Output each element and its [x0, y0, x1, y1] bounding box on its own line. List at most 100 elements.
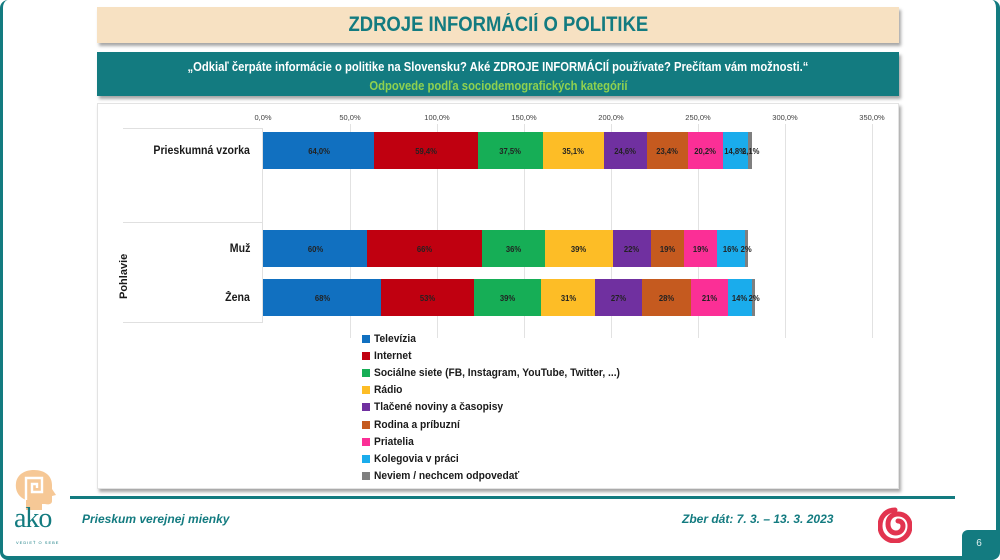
- bar-segment: 28%: [642, 279, 692, 316]
- gridline: [785, 124, 786, 338]
- bar-segment: 66%: [367, 230, 483, 267]
- legend-item: Rádio: [362, 382, 638, 399]
- x-axis-tick-label: 300,0%: [772, 113, 798, 122]
- data-label: 68%: [314, 292, 330, 303]
- bar-segment: 14%: [727, 279, 752, 316]
- data-label: 35,1%: [562, 145, 585, 156]
- category-label-female: Žena: [225, 292, 250, 304]
- legend-label: Tlačené noviny a časopisy: [374, 401, 504, 414]
- legend-item: Priatelia: [362, 433, 638, 450]
- bar-segment: 59,4%: [374, 132, 478, 169]
- legend-item: Neviem / nechcem odpovedať: [362, 468, 638, 485]
- footer-divider: [70, 496, 955, 499]
- logo-tagline: VEDIEŤ O SEBE: [16, 540, 60, 545]
- x-axis-tick-label: 200,0%: [598, 113, 624, 122]
- bar-segment: 36%: [482, 230, 545, 267]
- data-label: 39%: [499, 292, 516, 303]
- legend-item: Internet: [362, 347, 638, 364]
- category-label-male: Muž: [229, 243, 250, 255]
- bar-segment: 2,1%: [742, 132, 759, 169]
- data-label: 36%: [505, 243, 522, 254]
- legend-swatch-icon: [362, 403, 370, 412]
- legend-item: Kolegovia v práci: [362, 450, 638, 467]
- legend-label: Kolegovia v práci: [374, 452, 459, 465]
- bar-segment: 2%: [741, 230, 752, 267]
- chart-area: 0,0% 50,0% 100,0% 150,0% 200,0% 250,0% 300,0% 3…: [97, 103, 899, 489]
- bar-segment: 64,0%: [263, 132, 375, 169]
- legend-label: Sociálne siete (FB, Instagram, YouTube, …: [374, 366, 620, 379]
- bar-segment: 68%: [263, 279, 382, 316]
- bar-row-female: 68% 53% 39% 31% 27% 28% 21% 14% 2%: [263, 279, 759, 316]
- bar-segment: 19%: [650, 230, 685, 267]
- bar-segment: 39%: [544, 230, 613, 267]
- data-label: 31%: [560, 292, 577, 303]
- data-label: 53%: [419, 292, 436, 303]
- legend-swatch-icon: [362, 472, 370, 481]
- legend-swatch-icon: [362, 420, 370, 429]
- data-label: 64,0%: [307, 145, 330, 156]
- bar-segment: 27%: [595, 279, 643, 316]
- data-label: 2%: [741, 243, 753, 254]
- data-label: 19%: [659, 243, 676, 254]
- data-label: 19%: [692, 243, 709, 254]
- bar-segment: 60%: [263, 230, 368, 267]
- group-label-gender: Pohlavie: [118, 253, 130, 299]
- footer-collection-date: Zber dát: 7. 3. – 13. 3. 2023: [682, 512, 834, 526]
- chart-legend: Televízia Internet Sociálne siete (FB, Ins…: [362, 330, 638, 485]
- x-axis-tick-label: 100,0%: [424, 113, 450, 122]
- data-label: 21%: [701, 292, 717, 303]
- bar-segment: 35,1%: [542, 132, 605, 169]
- data-label: 14,8%: [724, 145, 747, 156]
- data-label: 14%: [732, 292, 748, 303]
- legend-swatch-icon: [362, 454, 370, 463]
- category-panel: [123, 128, 263, 323]
- data-label: 59,4%: [415, 145, 437, 156]
- data-label: 39%: [571, 243, 587, 254]
- chart-subtitle: Odpovede podľa sociodemografických kateg…: [368, 79, 628, 93]
- bar-segment: 23,4%: [646, 132, 688, 169]
- data-label: 27%: [611, 292, 627, 303]
- legend-swatch-icon: [362, 334, 370, 343]
- legend-label: Televízia: [374, 332, 416, 345]
- x-axis-tick-label: 0,0%: [254, 113, 272, 122]
- category-divider: [123, 222, 263, 223]
- data-label: 2%: [748, 292, 760, 303]
- legend-swatch-icon: [362, 437, 370, 446]
- legend-swatch-icon: [362, 368, 370, 377]
- legend-label: Priatelia: [374, 435, 414, 448]
- bar-segment: 20,2%: [687, 132, 723, 169]
- x-axis-tick-label: 50,0%: [339, 113, 361, 122]
- category-label-sample: Prieskumná vzorka: [153, 145, 250, 157]
- x-axis-tick-label: 150,0%: [511, 113, 537, 122]
- legend-label: Rádio: [374, 384, 403, 397]
- footer-survey-label: Prieskum verejnej mienky: [82, 512, 230, 526]
- data-label: 37,5%: [499, 145, 522, 156]
- ako-logo: ako VEDIEŤ O SEBE: [12, 470, 72, 552]
- bar-segment: 53%: [381, 279, 474, 316]
- legend-swatch-icon: [362, 351, 370, 360]
- data-label: 22%: [624, 243, 640, 254]
- logo-wordmark: ako: [14, 503, 52, 534]
- survey-question: „Odkiaľ čerpáte informácie o politike na…: [187, 60, 809, 74]
- bar-segment: 37,5%: [477, 132, 543, 169]
- legend-item: Sociálne siete (FB, Instagram, YouTube, …: [362, 364, 638, 381]
- legend-label: Rodina a príbuzní: [374, 418, 460, 431]
- bar-segment: 31%: [541, 279, 596, 316]
- dialog-swirl-logo-icon: [878, 507, 912, 543]
- legend-label: Internet: [374, 349, 412, 362]
- page-number: 6: [962, 530, 996, 556]
- legend-item: Televízia: [362, 330, 638, 347]
- bar-segment: 22%: [612, 230, 651, 267]
- bar-segment: 14,8%: [722, 132, 749, 169]
- bar-segment: 21%: [691, 279, 728, 316]
- bar-row-sample: 64,0% 59,4% 37,5% 35,1% 24,6% 23,4% 20,2% 14,8%…: [263, 132, 759, 169]
- data-label: 16%: [723, 243, 739, 254]
- gridline: [872, 124, 873, 338]
- bar-segment: 2%: [748, 279, 759, 316]
- legend-item: Tlačené noviny a časopisy: [362, 399, 638, 416]
- x-axis-tick-label: 350,0%: [859, 113, 885, 122]
- question-banner: „Odkiaľ čerpáte informácie o politike na…: [97, 52, 899, 96]
- data-label: 23,4%: [656, 145, 679, 156]
- legend-item: Rodina a príbuzní: [362, 416, 638, 433]
